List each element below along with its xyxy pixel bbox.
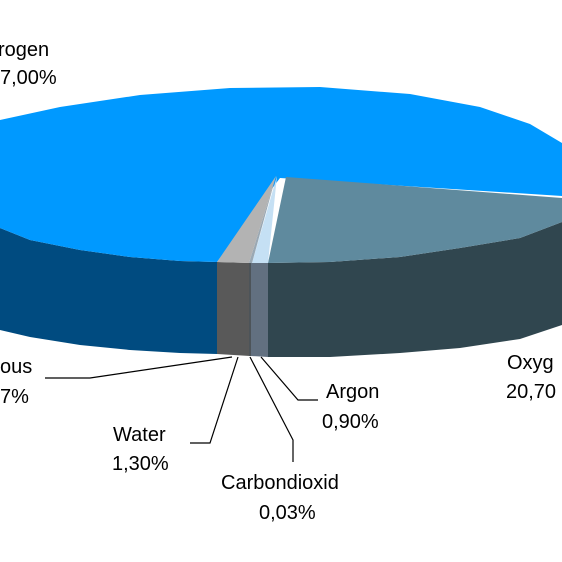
label-nitrogen-name: rogen bbox=[0, 39, 49, 61]
slice-side-oxygen bbox=[268, 222, 562, 357]
slice-side-nitrogen bbox=[0, 228, 217, 354]
label-water-value: 1,30% bbox=[112, 453, 169, 475]
label-nitrogen-value: 7,00% bbox=[0, 67, 57, 89]
label-carbondioxid-value: 0,03% bbox=[259, 502, 316, 524]
slice-nitrogen bbox=[0, 87, 562, 262]
leader-line-carbondioxid bbox=[249, 356, 294, 462]
slice-side-water bbox=[217, 262, 250, 356]
label-argon-name: Argon bbox=[326, 381, 379, 403]
label-carbondioxid-name: Carbondioxid bbox=[221, 472, 339, 494]
slice-water bbox=[217, 176, 276, 263]
leader-line-argon bbox=[260, 356, 318, 401]
label-oxygen-value: 20,70 bbox=[506, 381, 556, 403]
label-various-name: ous bbox=[0, 356, 32, 378]
leader-line-water bbox=[190, 356, 239, 444]
label-oxygen-name: Oxyg bbox=[507, 352, 554, 374]
slice-side-argon bbox=[251, 263, 268, 357]
leader-line-various bbox=[45, 356, 233, 379]
label-water-name: Water bbox=[113, 424, 166, 446]
label-argon-value: 0,90% bbox=[322, 411, 379, 433]
slice-oxygen bbox=[268, 177, 562, 263]
slice-argon bbox=[252, 176, 277, 263]
label-various-value: 7% bbox=[0, 386, 29, 408]
